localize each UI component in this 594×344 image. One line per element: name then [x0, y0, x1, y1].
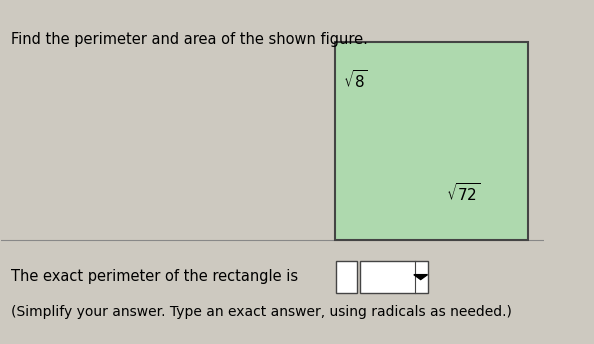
Text: $\sqrt{8}$: $\sqrt{8}$ — [343, 69, 368, 91]
Polygon shape — [414, 275, 428, 280]
Text: (Simplify your answer. Type an exact answer, using radicals as needed.): (Simplify your answer. Type an exact ans… — [11, 305, 512, 319]
Bar — [361, 261, 428, 293]
Text: Find the perimeter and area of the shown figure.: Find the perimeter and area of the shown… — [11, 32, 368, 47]
Bar — [336, 261, 356, 293]
Text: The exact perimeter of the rectangle is: The exact perimeter of the rectangle is — [11, 269, 298, 283]
Text: $\sqrt{72}$: $\sqrt{72}$ — [446, 182, 481, 203]
Bar — [335, 42, 527, 240]
